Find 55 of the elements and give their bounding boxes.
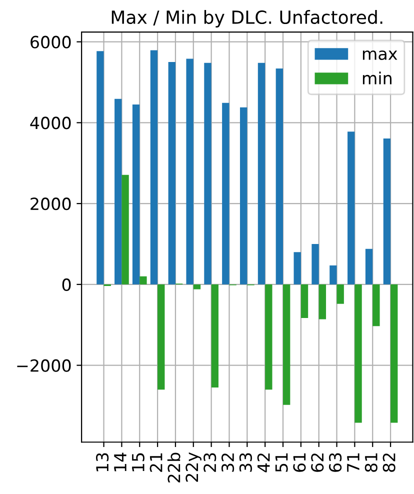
x-tick-label: 23 — [204, 453, 216, 472]
bar — [132, 104, 140, 284]
bar — [348, 132, 355, 284]
bar — [204, 62, 212, 284]
x-tick-label: 22y — [186, 452, 202, 482]
y-tick-label: 4000 — [30, 116, 71, 130]
bar — [265, 284, 272, 390]
bar — [312, 244, 319, 284]
x-tick-label: 21 — [150, 453, 162, 472]
x-tick-label: 32 — [221, 454, 234, 472]
bar — [240, 107, 248, 284]
y-tick-label: −2000 — [17, 359, 71, 372]
x-tick-label: 51 — [275, 453, 288, 472]
bar — [336, 284, 344, 304]
bar — [168, 62, 176, 284]
bar — [354, 284, 362, 423]
x-tick-label: 42 — [257, 454, 270, 472]
x-tick-label: 71 — [347, 453, 360, 472]
y-tick-label: 0 — [62, 278, 71, 291]
bar — [283, 284, 290, 405]
chart-title: Max / Min by DLC. Unfactored. — [112, 10, 382, 28]
bar — [300, 284, 308, 318]
bar — [186, 58, 194, 284]
bar — [140, 276, 147, 284]
x-tick-label: 33 — [239, 453, 252, 472]
bar — [122, 174, 129, 284]
bar — [193, 284, 201, 290]
bar — [158, 284, 165, 390]
x-tick-label: 81 — [364, 453, 378, 472]
bar — [294, 252, 301, 284]
bar — [318, 284, 326, 320]
bar — [258, 62, 266, 284]
y-tick-label: 6000 — [30, 36, 71, 48]
bar — [372, 284, 380, 326]
x-tick-label: 61 — [293, 453, 306, 472]
legend-label: min — [362, 72, 392, 84]
bar — [276, 68, 283, 284]
bar — [222, 102, 230, 284]
bar — [383, 138, 391, 284]
x-tick-label: 14 — [114, 452, 126, 472]
x-tick-label: 22b — [167, 452, 180, 482]
bar — [390, 284, 398, 423]
legend-label: max — [362, 50, 398, 60]
x-tick-label: 62 — [311, 454, 324, 472]
bar — [211, 284, 218, 388]
x-tick-label: 82 — [382, 454, 396, 472]
bar — [150, 50, 158, 284]
x-tick-label: 63 — [329, 453, 342, 472]
bar — [114, 98, 122, 284]
x-tick-label: 15 — [132, 453, 144, 472]
bar — [365, 248, 373, 284]
bar — [96, 51, 104, 284]
x-tick-label: 13 — [96, 453, 109, 472]
bar — [330, 265, 337, 284]
y-tick-label: 2000 — [30, 198, 71, 210]
